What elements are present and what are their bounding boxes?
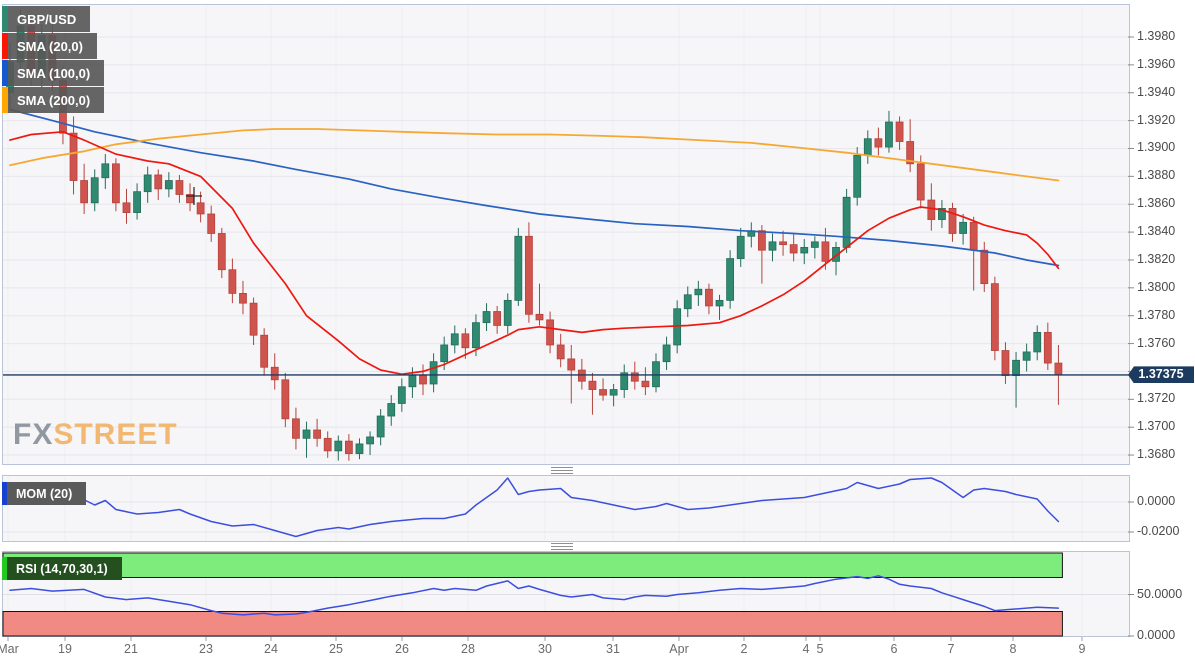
time-axis-label: 28: [461, 642, 475, 656]
time-axis-label: 9: [1078, 642, 1086, 656]
watermark-fx: FX: [13, 418, 54, 451]
watermark-street: STREET: [53, 418, 178, 451]
time-axis-label: 5: [816, 642, 824, 656]
panel-resize-handle-mom[interactable]: [551, 467, 573, 475]
price-axis-label: 1.3720: [1137, 391, 1176, 406]
rsi-swatch-icon: [2, 557, 7, 580]
time-axis-label: 30: [538, 642, 552, 656]
rsi-axis-label: 50.0000: [1137, 586, 1183, 601]
legend-item-sma-20[interactable]: SMA (20,0): [2, 33, 104, 59]
rsi-axis-label: 0.0000: [1137, 628, 1176, 642]
price-axis-label: 1.3960: [1137, 56, 1176, 71]
current-price-badge: 1.37375: [1128, 366, 1194, 384]
time-axis-label: 26: [395, 642, 409, 656]
time-axis-label: 2: [740, 642, 748, 656]
price-axis-label: 1.3840: [1137, 224, 1176, 239]
rsi-indicator-label[interactable]: RSI (14,70,30,1): [2, 557, 122, 580]
time-axis-label: 21: [124, 642, 138, 656]
price-axis-label: 1.3680: [1137, 447, 1176, 462]
price-axis-label: 1.3940: [1137, 84, 1176, 99]
time-axis-label: 31: [606, 642, 620, 656]
legend-item-sma-100[interactable]: SMA (100,0): [2, 60, 105, 86]
time-axis-label: 4: [802, 642, 810, 656]
rsi-indicator-title: RSI (14,70,30,1): [7, 557, 122, 580]
price-axis-label: 1.3980: [1137, 29, 1176, 43]
time-axis-label: 8: [1009, 642, 1017, 656]
mom-axis-label: 0.0000: [1137, 494, 1176, 508]
time-axis-label: 23: [199, 642, 213, 656]
legend-swatch-icon: [2, 6, 8, 32]
time-axis-label: 19: [58, 642, 72, 656]
main-legend: GBP/USD SMA (20,0) SMA (100,0) SMA (200,0): [2, 6, 105, 113]
price-axis-label: 1.3860: [1137, 196, 1176, 211]
price-axis-label: 1.3920: [1137, 112, 1176, 127]
legend-item-label: GBP/USD: [8, 6, 91, 32]
legend-item-label: SMA (20,0): [8, 33, 97, 59]
price-axis-label: 1.3800: [1137, 279, 1176, 294]
price-axis-label: 1.3760: [1137, 335, 1176, 350]
time-axis-label: 7: [947, 642, 955, 656]
legend-swatch-icon: [2, 33, 8, 59]
legend-item-sma-200[interactable]: SMA (200,0): [2, 87, 105, 113]
legend-item-instrument[interactable]: GBP/USD: [2, 6, 104, 32]
price-axis-label: 1.3820: [1137, 251, 1176, 266]
legend-swatch-icon: [2, 87, 8, 113]
price-axis-label: 1.3880: [1137, 168, 1176, 183]
mom-swatch-icon: [2, 482, 7, 505]
time-axis-label: 6: [890, 642, 898, 656]
legend-item-label: SMA (200,0): [8, 87, 105, 113]
time-axis-label: 25: [329, 642, 343, 656]
fxstreet-watermark: FXSTREET: [13, 418, 178, 452]
legend-swatch-icon: [2, 60, 8, 86]
price-axis-label: 1.3780: [1137, 307, 1176, 322]
mom-indicator-label[interactable]: MOM (20): [2, 482, 87, 505]
mom-indicator-title: MOM (20): [7, 482, 87, 505]
legend-item-label: SMA (100,0): [8, 60, 105, 86]
mom-axis-label: -0.0200: [1137, 524, 1180, 538]
price-axis-label: 1.3900: [1137, 140, 1176, 155]
price-axis-label: 1.3700: [1137, 419, 1176, 434]
time-axis-label: Apr: [669, 642, 689, 656]
time-axis-label: 24: [264, 642, 278, 656]
panel-resize-handle-rsi[interactable]: [551, 543, 573, 551]
time-axis-label: Mar: [0, 642, 19, 656]
